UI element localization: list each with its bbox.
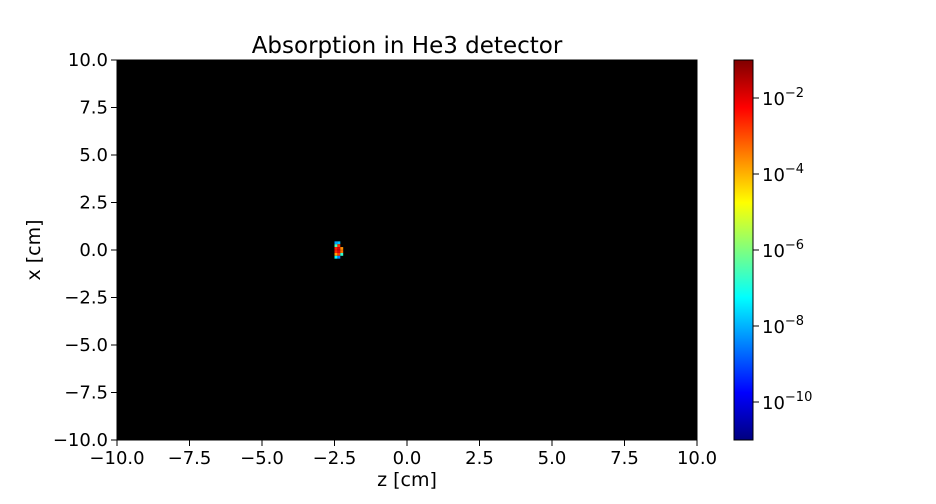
heatmap-cell-8	[337, 250, 341, 253]
heatmap-cell-11	[337, 252, 341, 256]
y-tick-label-4: 0.0	[79, 240, 108, 261]
chart-title: Absorption in He3 detector	[252, 33, 563, 59]
y-tick-label-7: −7.5	[64, 383, 108, 404]
heatmap-cell-5	[337, 247, 341, 250]
colorbar	[733, 59, 754, 441]
colorbar-ticks: 10−2 10−4 10−6 10−8 10−10	[753, 86, 812, 414]
heatmap-cell-9	[340, 250, 344, 253]
x-tick-label-3: −2.5	[313, 448, 357, 469]
heatmap-cell-1	[337, 241, 341, 245]
y-axis-ticks: 10.0 7.5 5.0 2.5 0.0 −2.5 −5.0 −7.5 −10.0	[53, 50, 117, 451]
x-tick-label-0: −10.0	[89, 448, 144, 469]
heatmap-cell-4	[334, 247, 338, 250]
heatmap-cell-14	[337, 255, 341, 259]
x-tick-label-7: 7.5	[610, 448, 639, 469]
x-tick-label-8: 10.0	[677, 448, 717, 469]
y-tick-label-0: 10.0	[68, 50, 108, 71]
y-tick-label-3: 2.5	[79, 193, 108, 214]
x-tick-label-6: 5.0	[538, 448, 567, 469]
colorbar-tick-label-2: 10−6	[762, 238, 804, 262]
heatmap-cells	[334, 241, 344, 259]
colorbar-tick-label-0: 10−2	[762, 86, 804, 110]
x-tick-label-2: −5.0	[240, 448, 284, 469]
heatmap-cell-3	[337, 244, 341, 248]
colorbar-tick-label-1: 10−4	[762, 162, 804, 186]
plot-area	[116, 59, 698, 441]
y-tick-label-1: 7.5	[79, 98, 108, 119]
y-axis-label: x [cm]	[23, 219, 45, 280]
y-tick-label-2: 5.0	[79, 145, 108, 166]
heatmap-cell-7	[334, 250, 338, 253]
x-tick-label-5: 2.5	[465, 448, 494, 469]
heatmap-cell-12	[340, 252, 344, 256]
heatmap-cell-2	[334, 244, 338, 248]
y-tick-label-5: −2.5	[64, 288, 108, 309]
y-tick-label-8: −10.0	[53, 430, 108, 451]
y-tick-label-6: −5.0	[64, 335, 108, 356]
colorbar-tick-label-3: 10−8	[762, 314, 804, 338]
heatmap-cell-6	[340, 247, 344, 250]
x-tick-label-1: −7.5	[168, 448, 212, 469]
heatmap-cell-0	[334, 241, 338, 245]
colorbar-tick-label-4: 10−10	[762, 390, 812, 414]
x-axis-label: z [cm]	[377, 469, 437, 491]
heatmap-cell-13	[334, 255, 338, 259]
x-axis-ticks: −10.0 −7.5 −5.0 −2.5 0.0 2.5 5.0 7.5 10.0	[89, 440, 717, 469]
x-tick-label-4: 0.0	[393, 448, 422, 469]
heatmap-cell-10	[334, 252, 338, 256]
